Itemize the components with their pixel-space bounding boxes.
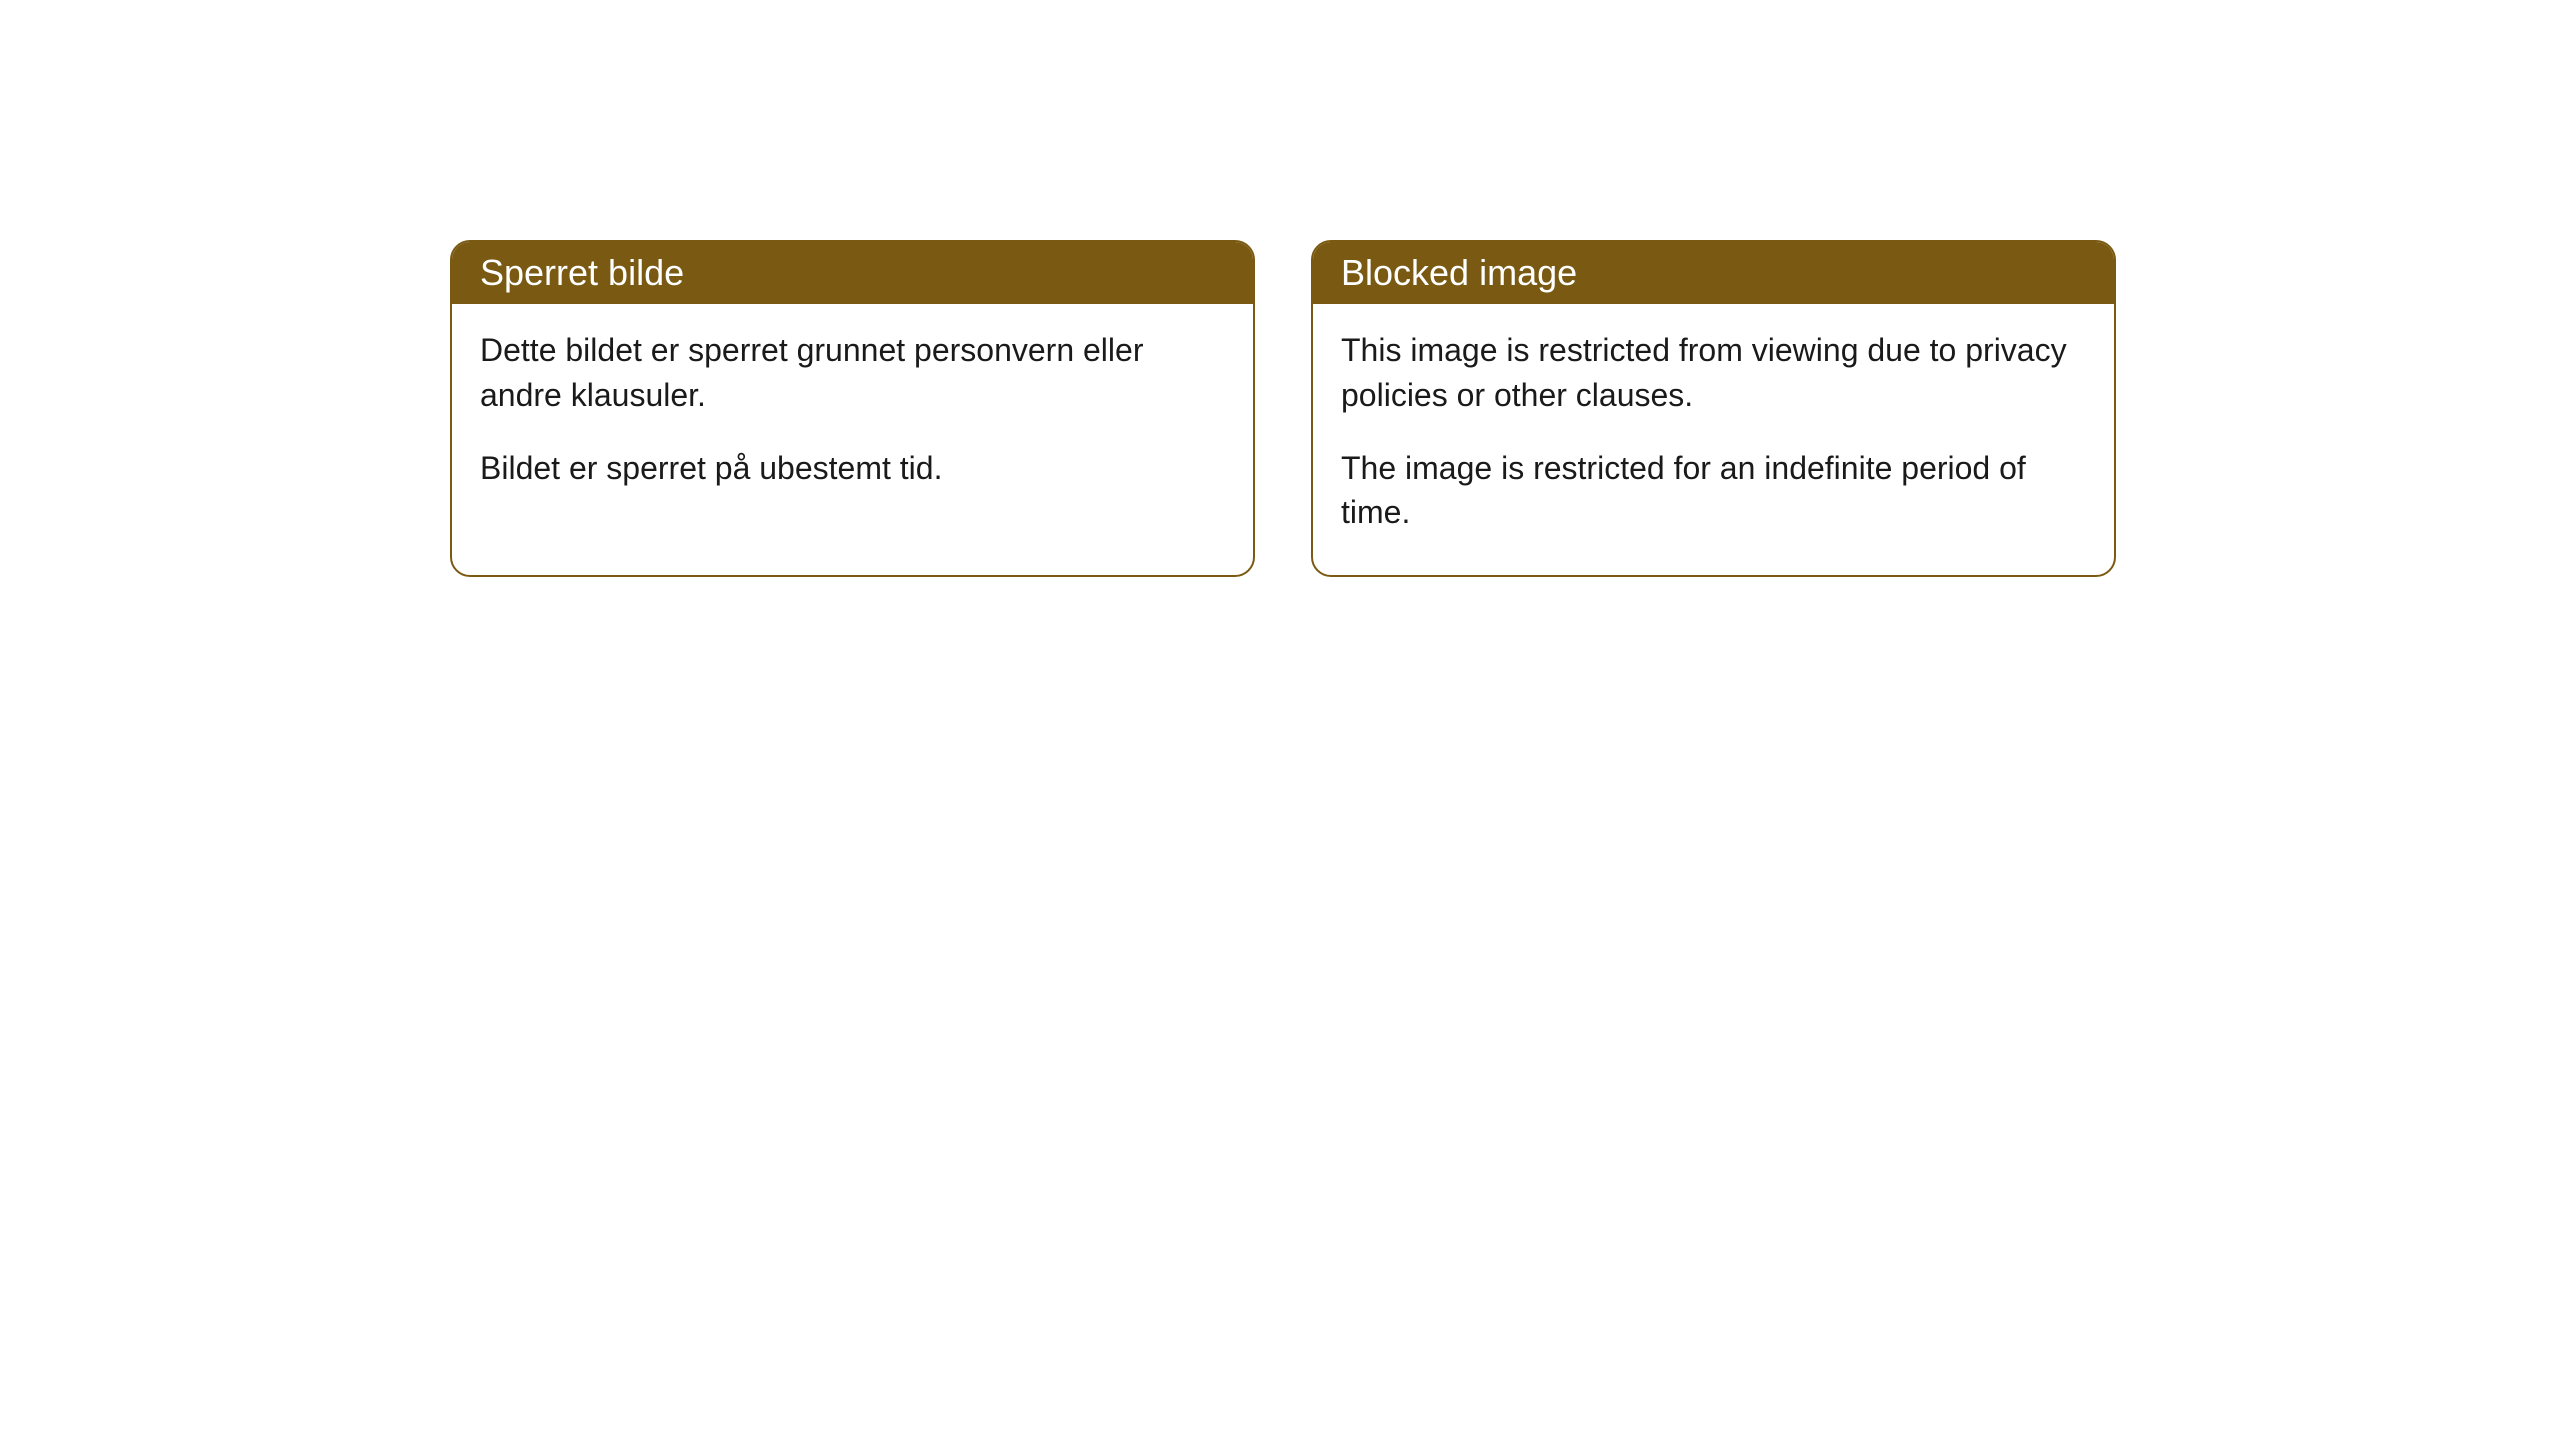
card-paragraph: Bildet er sperret på ubestemt tid. (480, 446, 1225, 491)
card-paragraph: Dette bildet er sperret grunnet personve… (480, 328, 1225, 418)
card-title: Blocked image (1341, 252, 1577, 293)
card-header: Sperret bilde (452, 242, 1253, 304)
blocked-image-card-english: Blocked image This image is restricted f… (1311, 240, 2116, 577)
notice-cards-container: Sperret bilde Dette bildet er sperret gr… (0, 0, 2560, 577)
card-body: Dette bildet er sperret grunnet personve… (452, 304, 1253, 530)
card-body: This image is restricted from viewing du… (1313, 304, 2114, 575)
card-title: Sperret bilde (480, 252, 684, 293)
card-paragraph: This image is restricted from viewing du… (1341, 328, 2086, 418)
card-header: Blocked image (1313, 242, 2114, 304)
card-paragraph: The image is restricted for an indefinit… (1341, 446, 2086, 536)
blocked-image-card-norwegian: Sperret bilde Dette bildet er sperret gr… (450, 240, 1255, 577)
